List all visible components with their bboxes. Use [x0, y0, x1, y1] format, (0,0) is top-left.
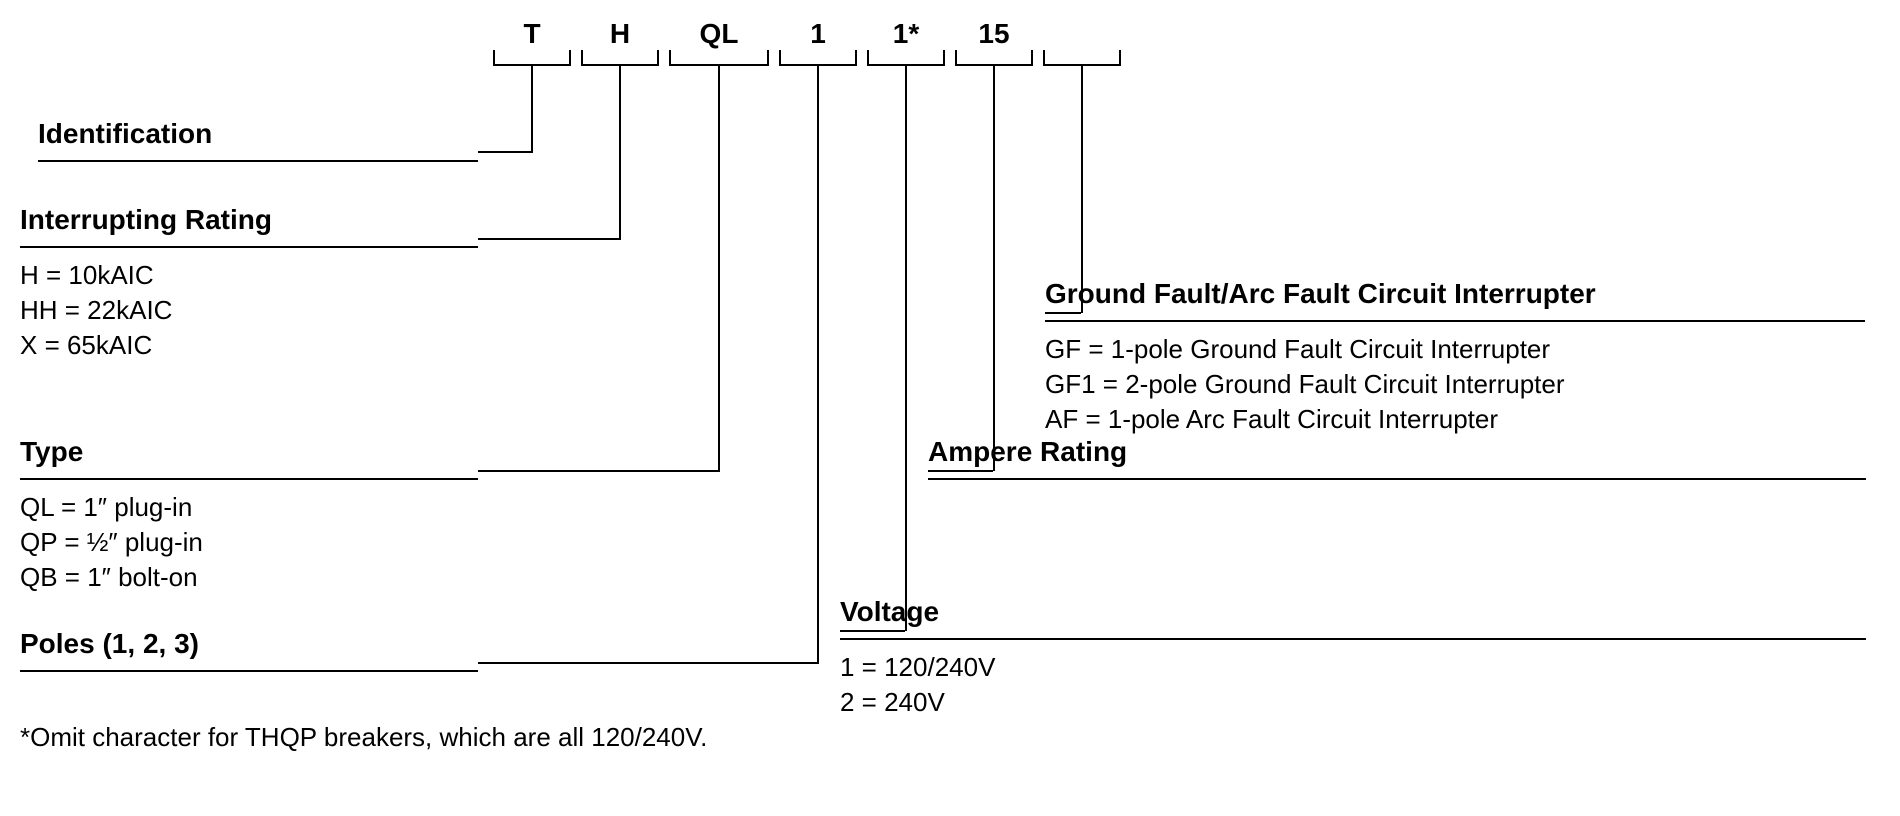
connector-hline-c2 [478, 238, 621, 240]
section-title-type: Type [20, 436, 478, 474]
section-rule-interrupting [20, 246, 478, 248]
section-body-line: 2 = 240V [840, 685, 1866, 720]
section-rule-poles [20, 670, 478, 672]
connector-hline-c3 [478, 470, 720, 472]
connector-vline-c4 [817, 66, 819, 663]
section-body-line: GF = 1-pole Ground Fault Circuit Interru… [1045, 332, 1865, 367]
code-cell-c6: 15 [955, 18, 1033, 50]
section-rule-ampere [928, 478, 1866, 480]
connector-hline-c4 [478, 662, 819, 664]
connector-hline-c7 [1045, 312, 1081, 314]
bracket-c6 [955, 50, 1033, 66]
bracket-c1 [493, 50, 571, 66]
section-body-line: 1 = 120/240V [840, 650, 1866, 685]
section-title-poles: Poles (1, 2, 3) [20, 628, 478, 666]
section-body-line: X = 65kAIC [20, 328, 478, 363]
section-body-type: QL = 1″ plug-inQP = ½″ plug-inQB = 1″ bo… [20, 490, 478, 595]
code-cell-c1: T [493, 18, 571, 50]
code-cell-c4: 1 [779, 18, 857, 50]
section-body-line: GF1 = 2-pole Ground Fault Circuit Interr… [1045, 367, 1865, 402]
section-body-voltage: 1 = 120/240V2 = 240V [840, 650, 1866, 720]
bracket-c4 [779, 50, 857, 66]
section-title-gf: Ground Fault/Arc Fault Circuit Interrupt… [1045, 278, 1865, 316]
section-type: Type QL = 1″ plug-inQP = ½″ plug-inQB = 1… [20, 436, 478, 595]
bracket-c3 [669, 50, 769, 66]
connector-vline-c3 [718, 66, 720, 471]
code-cell-c2: H [581, 18, 659, 50]
section-body-line: QB = 1″ bolt-on [20, 560, 478, 595]
section-gf: Ground Fault/Arc Fault Circuit Interrupt… [1045, 278, 1865, 437]
section-body-line: QL = 1″ plug-in [20, 490, 478, 525]
connector-vline-c6 [993, 66, 995, 471]
connector-vline-c5 [905, 66, 907, 631]
code-cell-c3: QL [669, 18, 769, 50]
section-poles: Poles (1, 2, 3) [20, 628, 478, 672]
section-body-line: QP = ½″ plug-in [20, 525, 478, 560]
bracket-c5 [867, 50, 945, 66]
section-ampere: Ampere Rating [928, 436, 1866, 480]
footnote: *Omit character for THQP breakers, which… [20, 722, 707, 753]
section-body-gf: GF = 1-pole Ground Fault Circuit Interru… [1045, 332, 1865, 437]
bracket-c7 [1043, 50, 1121, 66]
connector-vline-c7 [1081, 66, 1083, 313]
code-cell-c5: 1* [867, 18, 945, 50]
connector-hline-c1 [478, 151, 533, 153]
section-body-interrupting: H = 10kAICHH = 22kAICX = 65kAIC [20, 258, 478, 363]
section-rule-type [20, 478, 478, 480]
section-title-ampere: Ampere Rating [928, 436, 1866, 474]
connector-hline-c5 [840, 630, 905, 632]
bracket-c2 [581, 50, 659, 66]
section-identification: Identification [38, 118, 478, 162]
connector-vline-c2 [619, 66, 621, 239]
section-title-identification: Identification [38, 118, 478, 156]
section-body-line: AF = 1-pole Arc Fault Circuit Interrupte… [1045, 402, 1865, 437]
section-title-interrupting: Interrupting Rating [20, 204, 478, 242]
connector-hline-c6 [928, 470, 993, 472]
section-rule-gf [1045, 320, 1865, 322]
section-body-line: H = 10kAIC [20, 258, 478, 293]
section-rule-identification [38, 160, 478, 162]
section-interrupting: Interrupting Rating H = 10kAICHH = 22kAIC… [20, 204, 478, 363]
section-title-voltage: Voltage [840, 596, 1866, 634]
section-body-line: HH = 22kAIC [20, 293, 478, 328]
section-rule-voltage [840, 638, 1866, 640]
connector-vline-c1 [531, 66, 533, 152]
section-voltage: Voltage 1 = 120/240V2 = 240V [840, 596, 1866, 720]
